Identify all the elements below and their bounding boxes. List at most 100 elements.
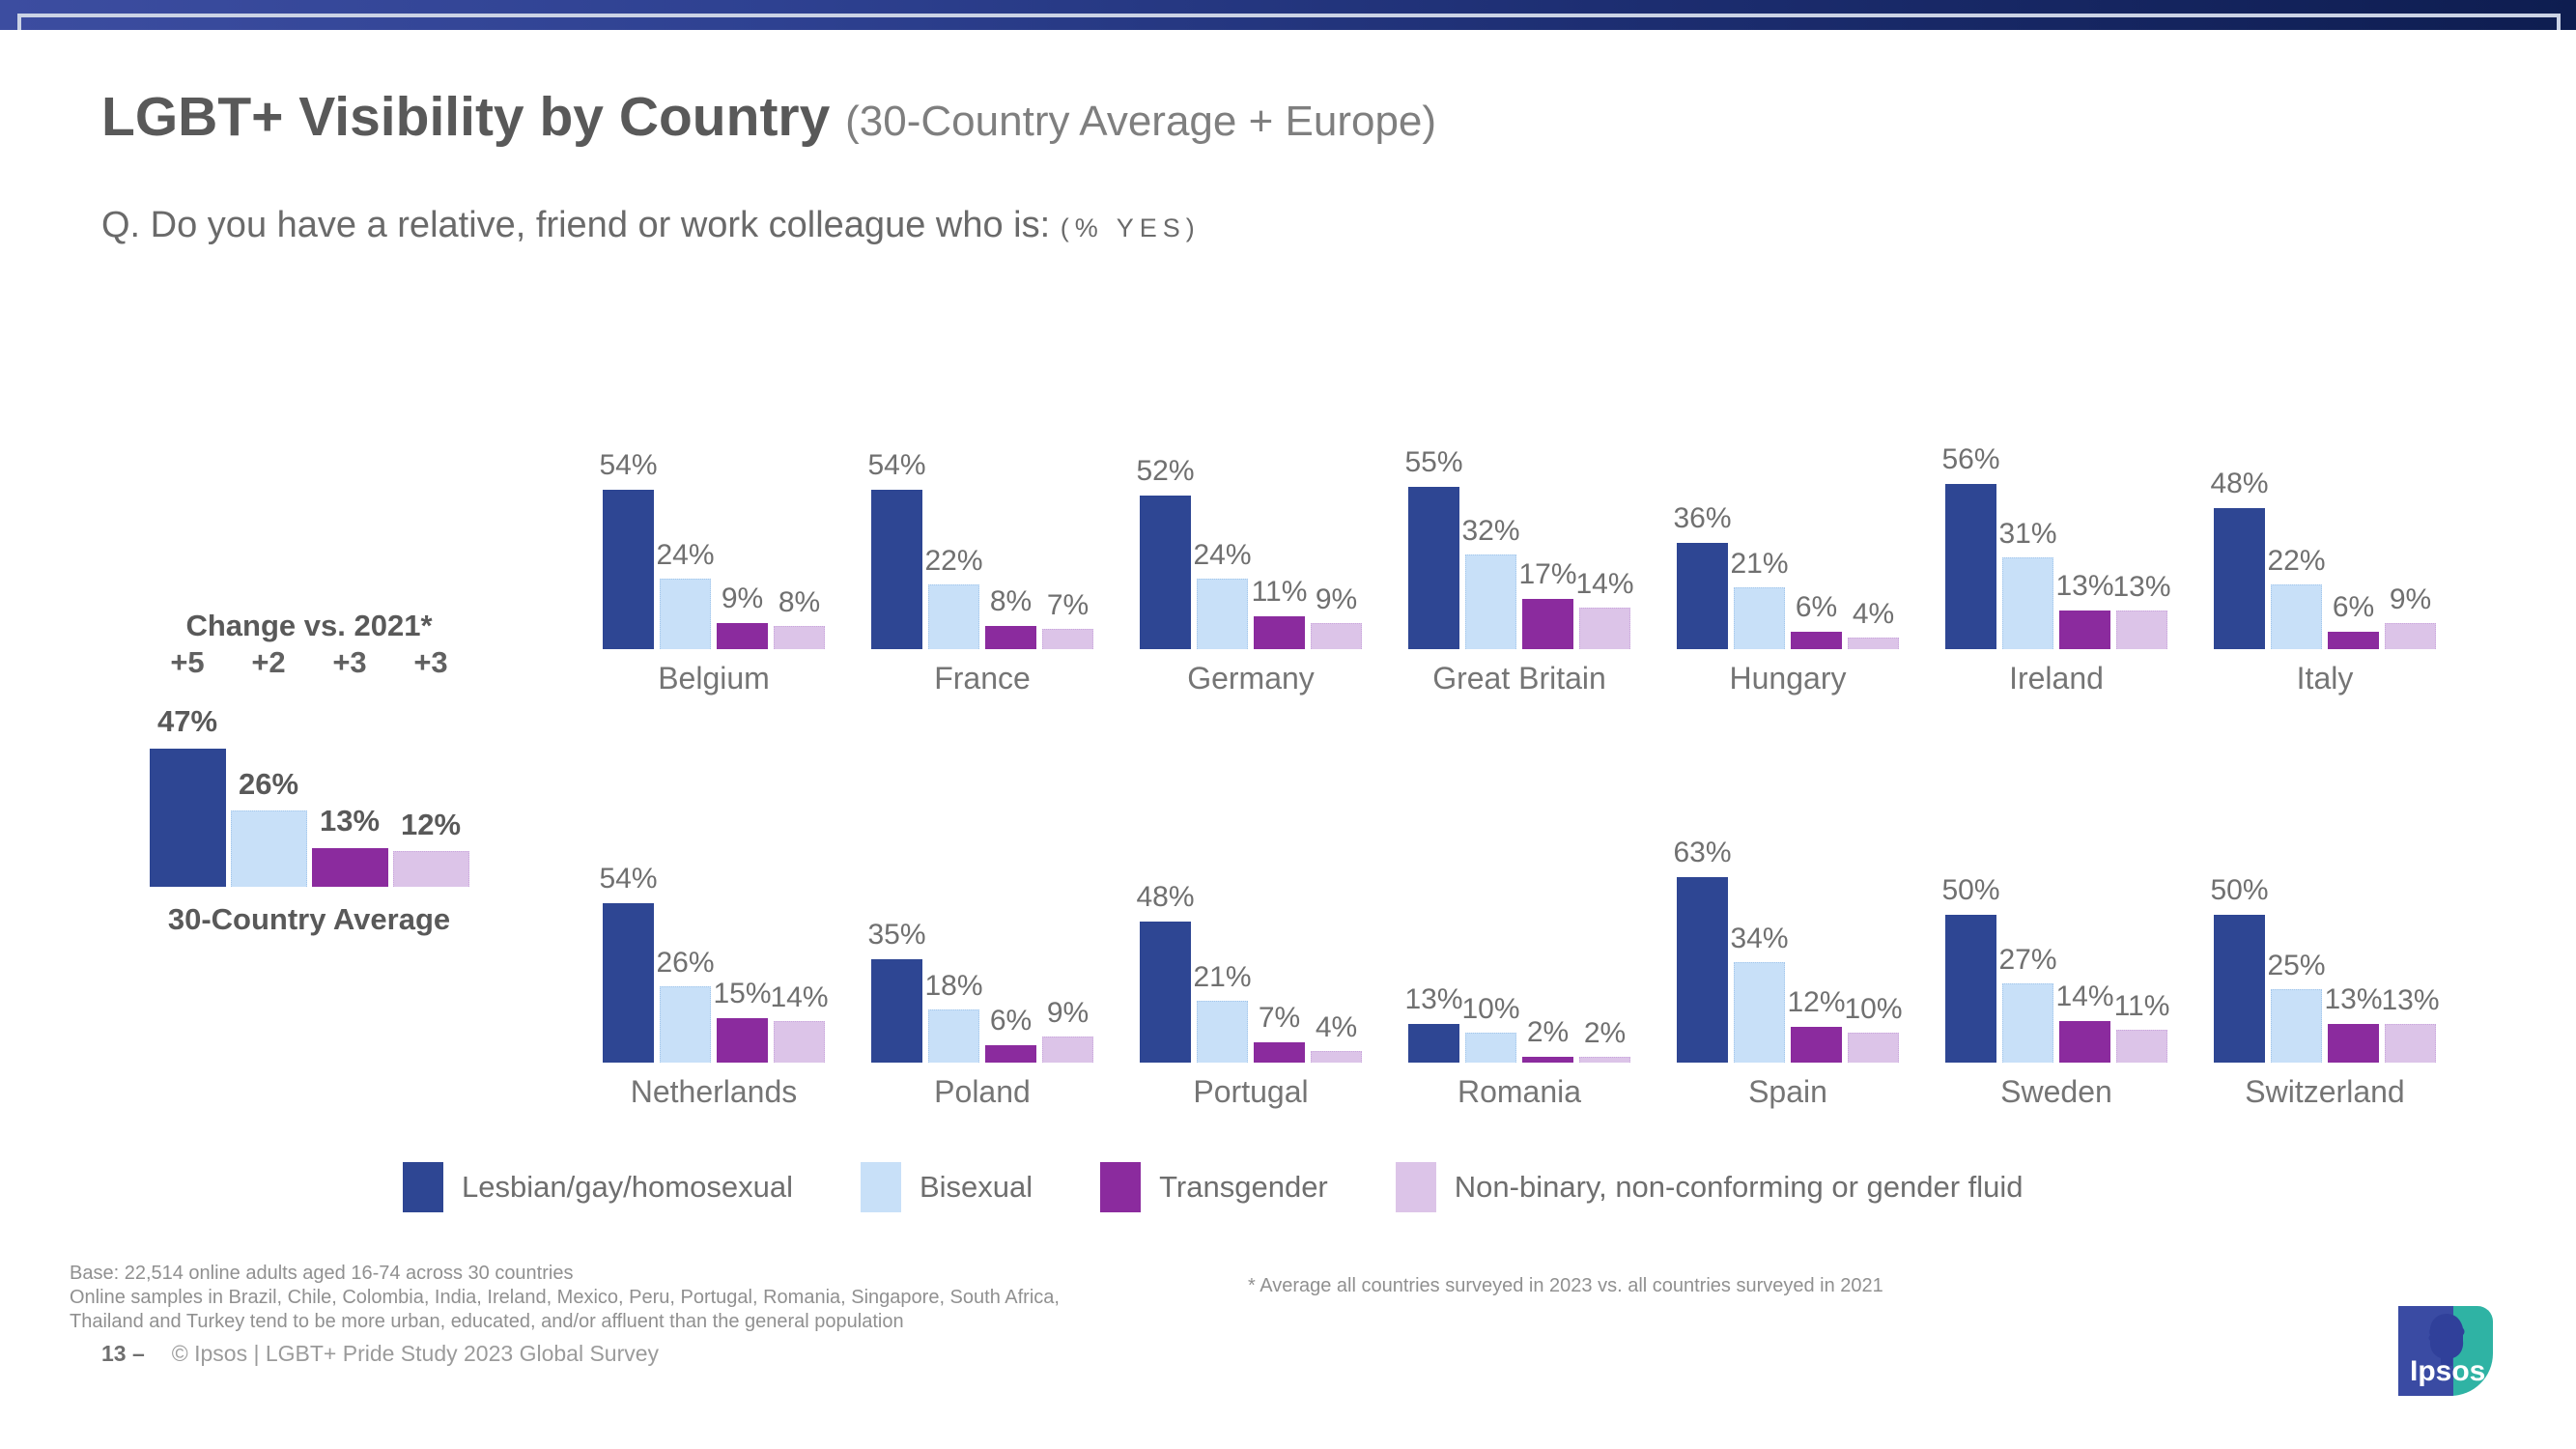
bar-lesbian-gay-homosexual: 50%	[2210, 874, 2269, 1063]
country-chart-portugal: 48% 21% 7% 4% Portugal	[1117, 840, 1385, 1110]
bar-value-label: 55%	[1404, 446, 1463, 478]
bar-value-label: 12%	[1787, 986, 1846, 1018]
bar-lesbian-gay-homosexual: 55%	[1404, 446, 1463, 649]
bar-value-label: 13%	[2324, 983, 2383, 1015]
bar-value-label: 63%	[1673, 837, 1732, 868]
bars-group: 48% 22% 6% 9%	[2191, 427, 2459, 649]
change-value: +2	[251, 645, 286, 679]
bar-bisexual: 22%	[2267, 545, 2326, 649]
ipsos-logo-text: Ipsos	[2410, 1355, 2486, 1387]
bar-value-label: 24%	[1193, 539, 1252, 571]
bar-bisexual: 34%	[1730, 923, 1789, 1063]
bars-group: 50% 25% 13% 13%	[2191, 840, 2459, 1063]
bar-transgender: 9%	[717, 582, 768, 649]
legend-label: Lesbian/gay/homosexual	[462, 1170, 793, 1204]
bar-value-label: 13%	[319, 804, 381, 838]
bar-non-binary-non-conforming-or-gender-fluid: 14%	[1575, 568, 1634, 649]
legend-label: Non-binary, non-conforming or gender flu…	[1454, 1170, 2024, 1204]
bar-bisexual: 26%	[230, 767, 307, 887]
bar-value-label: 52%	[1136, 455, 1195, 487]
bar-bisexual: 21%	[1193, 961, 1252, 1063]
bar-value-label: 8%	[778, 586, 821, 618]
bar-non-binary-non-conforming-or-gender-fluid: 10%	[1844, 993, 1903, 1063]
bars-group: 55% 32% 17% 14%	[1385, 427, 1654, 649]
footnote-base-line3: Thailand and Turkey tend to be more urba…	[70, 1311, 904, 1332]
bar-value-label: 17%	[1518, 558, 1577, 590]
bar-value-label: 11%	[1251, 576, 1308, 608]
bar-non-binary-non-conforming-or-gender-fluid: 9%	[1042, 997, 1093, 1063]
bar-value-label: 36%	[1673, 502, 1732, 534]
legend-item: Bisexual	[860, 1162, 1033, 1212]
footnote-average-definition: * Average all countries surveyed in 2023…	[1248, 1275, 1883, 1296]
bar-value-label: 13%	[1404, 983, 1463, 1015]
bar-non-binary-non-conforming-or-gender-fluid: 13%	[2381, 984, 2440, 1063]
bar-value-label: 4%	[1315, 1011, 1358, 1043]
bar-lesbian-gay-homosexual: 35%	[867, 919, 926, 1063]
bar-transgender: 14%	[2055, 980, 2114, 1063]
bar-non-binary-non-conforming-or-gender-fluid: 4%	[1311, 1011, 1362, 1063]
bar-non-binary-non-conforming-or-gender-fluid: 11%	[2114, 990, 2169, 1063]
country-label: Sweden	[2000, 1074, 2112, 1109]
bar-value-label: 26%	[238, 767, 299, 801]
top-accent-bar	[0, 0, 2576, 30]
average-chart: 47% 26% 13% 12%	[147, 704, 471, 887]
bars-group: 35% 18% 6% 9%	[848, 840, 1117, 1063]
bar-transgender: 12%	[1787, 986, 1846, 1063]
bar-bisexual: 10%	[1461, 993, 1520, 1063]
bar-non-binary-non-conforming-or-gender-fluid: 4%	[1848, 598, 1899, 649]
footer: 13 – © Ipsos | LGBT+ Pride Study 2023 Gl…	[101, 1341, 659, 1367]
bar-transgender: 6%	[985, 1005, 1036, 1063]
bar-transgender: 8%	[985, 585, 1036, 649]
page-number: 13 –	[101, 1341, 145, 1366]
country-label: Spain	[1748, 1074, 1827, 1109]
bar-transgender: 15%	[713, 978, 772, 1063]
bar-transgender: 7%	[1254, 1002, 1305, 1063]
bar-value-label: 54%	[599, 863, 658, 895]
bar-value-label: 24%	[656, 539, 715, 571]
bar-value-label: 35%	[867, 919, 926, 951]
bar-lesbian-gay-homosexual: 54%	[867, 449, 926, 649]
bar-value-label: 9%	[2389, 583, 2432, 615]
bar-bisexual: 32%	[1461, 515, 1520, 649]
country-label: France	[934, 661, 1031, 696]
bar-bisexual: 24%	[1193, 539, 1252, 649]
bar-value-label: 15%	[713, 978, 772, 1009]
legend-swatch	[860, 1162, 901, 1212]
bar-value-label: 18%	[924, 970, 983, 1002]
bar-lesbian-gay-homosexual: 13%	[1404, 983, 1463, 1063]
bar-non-binary-non-conforming-or-gender-fluid: 7%	[1042, 589, 1093, 649]
country-chart-ireland: 56% 31% 13% 13% Ireland	[1922, 427, 2191, 696]
bar-value-label: 6%	[1795, 591, 1838, 623]
bar-lesbian-gay-homosexual: 50%	[1941, 874, 2000, 1063]
change-vs-2021-values: +5 +2 +3 +3	[147, 645, 471, 680]
bar-bisexual: 27%	[1998, 944, 2057, 1063]
bar-value-label: 7%	[1046, 589, 1090, 621]
bar-value-label: 9%	[1046, 997, 1090, 1029]
country-label: Hungary	[1729, 661, 1847, 696]
bar-value-label: 34%	[1730, 923, 1789, 954]
bar-value-label: 56%	[1941, 443, 2000, 475]
bar-lesbian-gay-homosexual: 48%	[1136, 881, 1195, 1063]
bars-group: 48% 21% 7% 4%	[1117, 840, 1385, 1063]
bar-lesbian-gay-homosexual: 47%	[149, 704, 226, 887]
bar-value-label: 14%	[2055, 980, 2114, 1012]
footnote-base-line1: Base: 22,514 online adults aged 16-74 ac…	[70, 1263, 574, 1284]
bar-lesbian-gay-homosexual: 54%	[599, 449, 658, 649]
bar-value-label: 54%	[867, 449, 926, 481]
bar-lesbian-gay-homosexual: 56%	[1941, 443, 2000, 649]
bar-value-label: 7%	[1258, 1002, 1301, 1034]
country-chart-netherlands: 54% 26% 15% 14% Netherlands	[580, 840, 848, 1110]
bar-bisexual: 18%	[924, 970, 983, 1063]
bar-bisexual: 25%	[2267, 950, 2326, 1063]
top-accent-line	[17, 14, 2561, 30]
country-label: Poland	[934, 1074, 1031, 1109]
country-chart-belgium: 54% 24% 9% 8% Belgium	[580, 427, 848, 696]
bar-value-label: 8%	[989, 585, 1033, 617]
bar-transgender: 13%	[2324, 983, 2383, 1063]
country-label: Germany	[1187, 661, 1315, 696]
survey-question-text: Q. Do you have a relative, friend or wor…	[101, 205, 1051, 245]
bar-bisexual: 24%	[656, 539, 715, 649]
bar-value-label: 6%	[2332, 591, 2375, 623]
bar-non-binary-non-conforming-or-gender-fluid: 9%	[2385, 583, 2436, 649]
bar-value-label: 22%	[924, 545, 983, 577]
